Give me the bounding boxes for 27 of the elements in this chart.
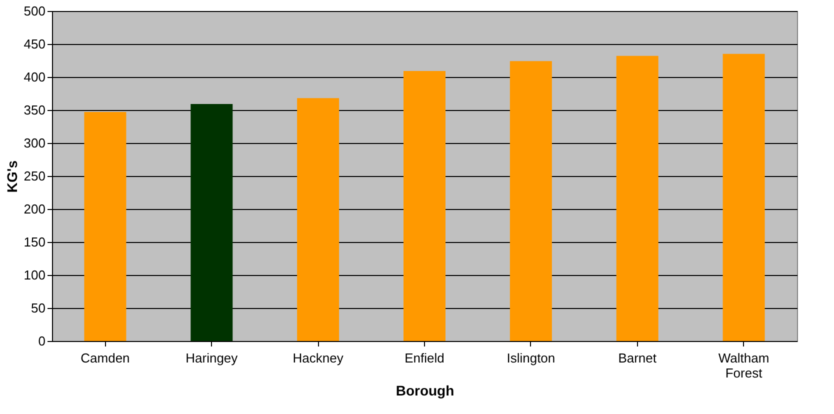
y-tick-label: 300 — [24, 136, 46, 150]
x-tick-label: Barnet — [618, 350, 657, 366]
bar — [297, 98, 340, 341]
y-tick-label: 50 — [31, 300, 46, 316]
y-tick-label: 400 — [24, 70, 46, 84]
x-tick-label: Islington — [506, 350, 556, 366]
bar — [616, 56, 658, 341]
x-axis-title: Borough — [396, 382, 454, 398]
y-tick-label: 500 — [24, 4, 46, 18]
y-tick-label: 100 — [24, 268, 46, 282]
y-tick-label: 0 — [38, 334, 46, 348]
x-tick-label: Haringey — [186, 350, 238, 366]
bar — [84, 112, 126, 341]
y-tick-label: 250 — [24, 168, 46, 184]
y-tick-label: 350 — [24, 102, 46, 118]
y-tick-label: 150 — [24, 234, 46, 250]
x-tick-label: Camden — [80, 350, 130, 366]
bar — [404, 71, 446, 341]
x-tick-label: Hackney — [292, 350, 344, 366]
y-tick-label: 200 — [24, 202, 46, 216]
y-tick-label: 450 — [24, 36, 46, 52]
bar — [190, 104, 233, 341]
x-tick-label: Waltham Forest — [718, 350, 770, 380]
bar — [722, 54, 765, 341]
x-tick-label: Enfield — [404, 350, 444, 366]
y-axis-title: KG's — [4, 160, 20, 193]
bar — [510, 61, 552, 341]
